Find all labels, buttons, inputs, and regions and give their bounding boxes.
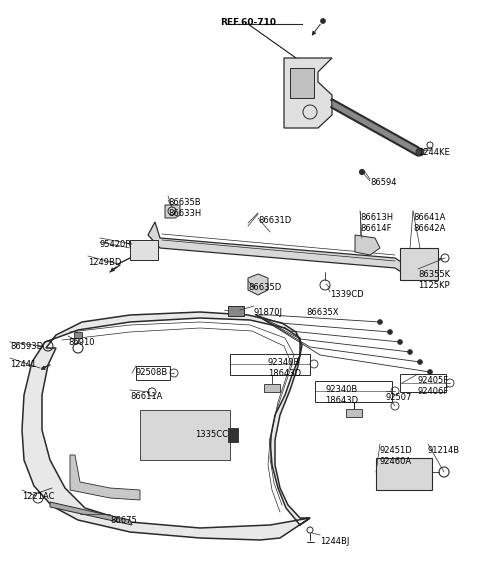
Circle shape [418, 359, 422, 364]
Bar [130, 240, 158, 260]
Text: 86910: 86910 [68, 338, 95, 347]
Text: 91214B: 91214B [428, 446, 460, 455]
Circle shape [416, 148, 424, 156]
Text: 92451D: 92451D [380, 446, 413, 455]
Text: 86594: 86594 [370, 178, 396, 187]
Polygon shape [50, 502, 132, 525]
Text: 86613H: 86613H [360, 213, 393, 222]
Text: 86633H: 86633H [168, 209, 201, 218]
Circle shape [397, 339, 403, 344]
Text: 86675: 86675 [110, 516, 137, 525]
Text: 86355K: 86355K [418, 270, 450, 279]
Text: 86635B: 86635B [168, 198, 201, 207]
Text: 95420R: 95420R [100, 240, 132, 249]
Text: 1221AC: 1221AC [22, 492, 55, 501]
Polygon shape [70, 455, 140, 500]
Circle shape [360, 170, 364, 175]
Bar [290, 68, 314, 98]
Polygon shape [165, 205, 180, 218]
Bar [264, 384, 280, 392]
Text: 1339CD: 1339CD [330, 290, 364, 299]
Text: 86635X: 86635X [306, 308, 338, 317]
Text: 18643D: 18643D [268, 369, 301, 378]
Polygon shape [355, 235, 380, 255]
Text: 91870J: 91870J [254, 308, 283, 317]
Text: REF.60-710: REF.60-710 [220, 18, 276, 27]
Circle shape [321, 18, 325, 23]
Polygon shape [248, 274, 268, 295]
Bar [346, 409, 362, 417]
Text: 86631D: 86631D [258, 216, 291, 225]
Text: 12441: 12441 [10, 360, 36, 369]
Text: 86611A: 86611A [130, 392, 162, 401]
Polygon shape [148, 222, 406, 275]
Text: 86641A: 86641A [413, 213, 445, 222]
Text: 92406F: 92406F [418, 387, 449, 396]
Text: 92340B: 92340B [325, 385, 357, 394]
Text: 1244BJ: 1244BJ [320, 537, 349, 546]
Polygon shape [376, 458, 432, 490]
Bar [400, 248, 438, 280]
Text: 18643D: 18643D [325, 396, 358, 405]
Text: 1244KE: 1244KE [418, 148, 450, 157]
Text: 1249BD: 1249BD [88, 258, 121, 267]
Circle shape [377, 320, 383, 324]
Text: 92508B: 92508B [136, 368, 168, 377]
Circle shape [428, 370, 432, 375]
Bar [140, 410, 230, 460]
Circle shape [408, 350, 412, 355]
Text: 92405F: 92405F [418, 376, 449, 385]
Text: 86614F: 86614F [360, 224, 392, 233]
Bar [228, 428, 238, 442]
Bar [74, 332, 82, 338]
Polygon shape [332, 100, 418, 155]
Text: 92507: 92507 [386, 393, 412, 402]
Polygon shape [284, 58, 332, 128]
Text: 92460A: 92460A [380, 457, 412, 466]
Text: 86593D: 86593D [10, 342, 43, 351]
Text: 86642A: 86642A [413, 224, 445, 233]
Text: 1335CC: 1335CC [195, 430, 228, 439]
Polygon shape [22, 312, 310, 540]
Text: 1125KP: 1125KP [418, 281, 450, 290]
Text: 92340B: 92340B [268, 358, 300, 367]
Circle shape [387, 329, 393, 335]
Text: 86635D: 86635D [248, 283, 281, 292]
Bar [228, 306, 244, 316]
